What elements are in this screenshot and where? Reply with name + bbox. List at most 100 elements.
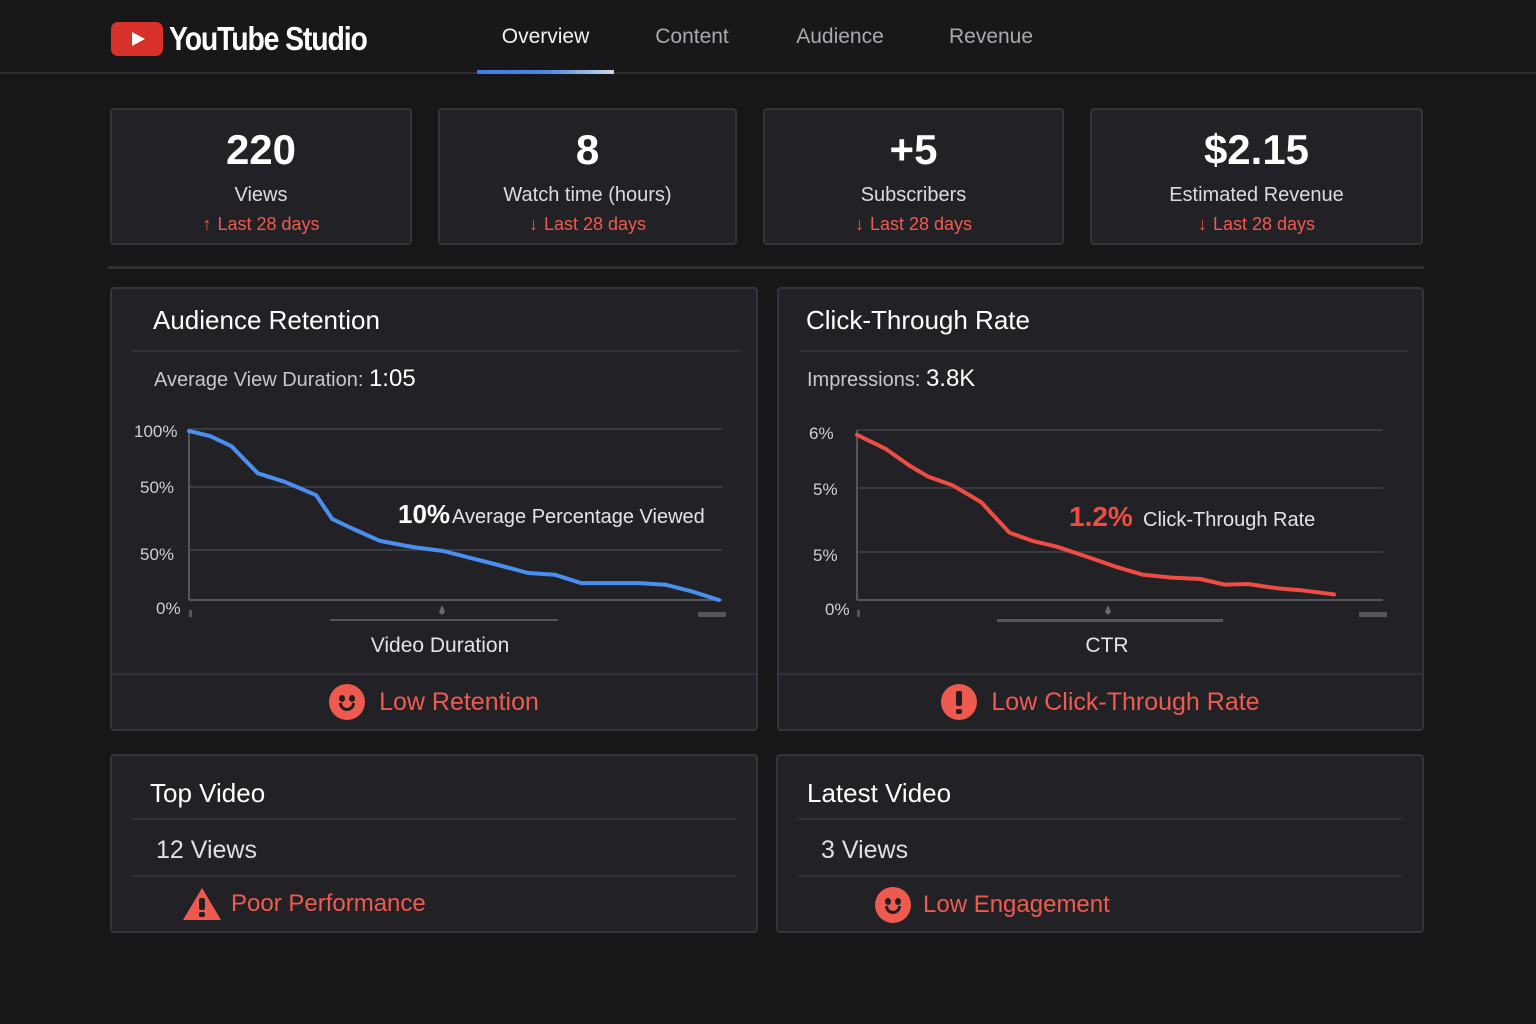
x-start-handle[interactable]	[857, 610, 860, 617]
x-scrollbar[interactable]	[997, 619, 1223, 622]
face-icon	[875, 887, 911, 923]
stat-label: Subscribers	[860, 184, 967, 206]
y-tick-label: 6%	[809, 424, 834, 443]
y-tick-label: 5%	[813, 480, 838, 499]
data-point	[1031, 539, 1035, 543]
tab-revenue[interactable]: Revenue	[948, 25, 1034, 48]
y-tick-label: 0%	[825, 600, 850, 619]
trend-text: Last 28 days	[543, 214, 647, 234]
data-point	[1055, 545, 1059, 549]
data-point	[664, 583, 668, 587]
impressions: Impressions: 3.8K	[807, 365, 975, 393]
tab-audience[interactable]: Audience	[796, 25, 884, 48]
data-point	[950, 483, 954, 487]
stat-label: Views	[234, 184, 288, 206]
avg-percentage-label: Average Percentage Viewed	[452, 506, 705, 528]
ctr-chart: 6% 5% 5% 0% 1.2% Click-Through Rate CTR	[809, 424, 1387, 657]
data-point	[884, 447, 888, 451]
latest-video-views: 3 Views	[821, 836, 909, 864]
impressions-label: Impressions:	[807, 369, 921, 391]
data-point	[187, 429, 191, 433]
y-tick-label: 5%	[813, 546, 838, 565]
top-bar: YouTube Studio Overview Content Audience…	[0, 0, 1536, 74]
x-start-handle[interactable]	[189, 610, 192, 617]
stat-label: Estimated Revenue	[1169, 184, 1344, 206]
data-point	[330, 517, 334, 521]
tab-overview[interactable]: Overview	[477, 0, 614, 74]
top-video-alert[interactable]: Poor Performance	[183, 888, 426, 920]
trend-text: Last 28 days	[869, 214, 973, 234]
latest-video-alert[interactable]: Low Engagement	[875, 887, 1110, 923]
data-point	[1222, 583, 1226, 587]
click-through-rate-panel: Click-Through Rate Impressions: 3.8K 6% …	[777, 287, 1424, 731]
retention-line	[187, 429, 721, 602]
audience-retention-panel: Audience Retention Average View Duration…	[110, 287, 758, 731]
app-title: YouTube Studio	[169, 20, 368, 57]
stat-card-views[interactable]: 220 Views ↑ Last 28 days	[110, 108, 412, 245]
data-point	[611, 581, 615, 585]
arrow-down-icon: ↓	[1197, 214, 1207, 234]
stat-card-watch-time[interactable]: 8 Watch time (hours) ↓ Last 28 days	[438, 108, 737, 245]
y-tick-label: 100%	[134, 422, 177, 441]
data-point	[282, 480, 286, 484]
ctr-alert[interactable]: Low Click-Through Rate	[779, 673, 1422, 729]
y-tick-label: 0%	[156, 599, 181, 618]
data-point	[855, 433, 859, 437]
top-video-panel[interactable]: Top Video 12 Views Poor Performance	[110, 754, 758, 933]
stat-value: $2.15	[1203, 126, 1310, 173]
data-point	[314, 493, 318, 497]
y-tick-label: 50%	[140, 478, 174, 497]
x-marker-icon	[439, 605, 445, 615]
data-point	[638, 581, 641, 585]
youtube-studio-logo[interactable]: YouTube Studio	[111, 20, 399, 58]
data-point	[1008, 531, 1012, 535]
panel-divider	[799, 350, 1408, 352]
panel-divider	[132, 818, 736, 820]
data-point	[208, 434, 212, 438]
arrow-up-icon: ↑	[202, 214, 212, 234]
stat-trend: ↓ Last 28 days	[1092, 212, 1421, 236]
average-view-duration: Average View Duration: 1:05	[154, 365, 416, 393]
panel-title: Audience Retention	[153, 305, 380, 335]
data-point	[256, 471, 260, 475]
top-video-views: 12 Views	[156, 836, 257, 864]
data-point	[979, 500, 983, 504]
panel-divider	[132, 350, 742, 352]
stat-card-revenue[interactable]: $2.15 Estimated Revenue ↓ Last 28 days	[1090, 108, 1423, 245]
data-point	[579, 581, 583, 585]
data-point	[526, 571, 530, 575]
data-point	[404, 544, 408, 548]
x-scrollbar[interactable]	[330, 619, 558, 621]
data-point	[1198, 577, 1202, 581]
alert-text: Low Click-Through Rate	[991, 687, 1260, 716]
retention-alert[interactable]: Low Retention	[112, 673, 756, 729]
x-range-handle[interactable]	[1359, 612, 1387, 617]
data-point	[1275, 586, 1279, 590]
alert-text: Low Retention	[379, 687, 539, 716]
data-point	[907, 464, 911, 468]
frown-face-icon	[329, 684, 366, 720]
data-point	[1332, 592, 1336, 596]
data-point	[1113, 564, 1117, 568]
avg-percentage-value: 10%	[398, 499, 450, 529]
ctr-annotation-label: Click-Through Rate	[1143, 509, 1315, 531]
stat-card-subscribers[interactable]: +5 Subscribers ↓ Last 28 days	[763, 108, 1064, 245]
data-point	[229, 444, 233, 448]
latest-video-panel[interactable]: Latest Video 3 Views Low Engagement	[776, 754, 1424, 933]
y-tick-label: 50%	[140, 545, 174, 564]
warning-triangle-icon	[183, 888, 221, 920]
stat-label: Watch time (hours)	[503, 184, 672, 206]
data-point	[494, 563, 498, 567]
youtube-play-icon	[111, 22, 163, 56]
exclamation-circle-icon	[941, 684, 978, 720]
data-point	[553, 573, 557, 577]
arrow-down-icon: ↓	[528, 214, 538, 234]
panel-divider	[132, 875, 736, 877]
alert-text: Low Engagement	[923, 891, 1110, 918]
x-axis-label: Video Duration	[371, 634, 510, 657]
data-point	[927, 475, 931, 479]
stat-trend: ↑ Last 28 days	[112, 212, 410, 236]
x-range-handle[interactable]	[698, 612, 726, 617]
retention-chart: 100% 50% 50% 0% 10% Average Percentage V…	[134, 422, 726, 657]
tab-content[interactable]: Content	[655, 25, 729, 48]
